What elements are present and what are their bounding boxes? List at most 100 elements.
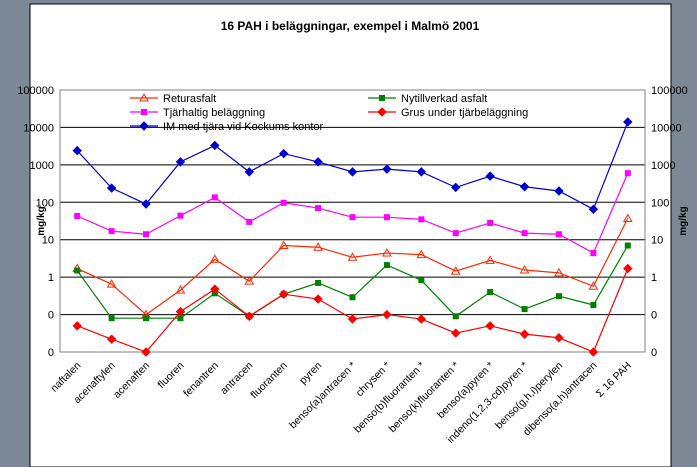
point [450,266,461,275]
point [487,219,494,226]
y2-tick-label: 10 [651,235,663,247]
point [278,289,289,299]
y-tick-label: 0 [48,347,54,359]
y2-tick-label: 100 [651,197,669,209]
point [175,157,186,167]
legend-label: Tjärhaltig beläggning [163,107,265,119]
point [382,248,392,257]
point [210,284,220,294]
point [175,306,186,317]
point [622,213,633,222]
chart-title: 16 PAH i beläggningar, exempel i Malmö 2… [221,19,480,33]
y2-tick-label: 100000 [651,85,688,97]
legend-label: Returasfalt [163,93,216,105]
point [487,289,494,296]
point [74,213,81,220]
point [623,117,633,127]
point [244,276,255,285]
point [383,262,390,269]
point [74,267,81,274]
series-line [76,218,629,316]
point [177,315,184,322]
point [106,183,117,193]
point [416,314,427,324]
point [141,347,151,357]
point [347,252,358,261]
point [451,182,461,193]
point [521,230,528,237]
point [624,170,631,177]
point [347,167,358,177]
point [485,255,496,264]
point [590,250,597,257]
y-tick-label: 10000 [23,122,54,134]
point [141,109,147,115]
point [349,294,356,301]
point [418,277,425,284]
y2-tick-label: 10000 [651,122,682,134]
point [106,279,117,288]
y-tick-label: 100 [36,197,54,209]
plot-area [59,89,646,353]
point [588,281,599,290]
point [418,216,425,223]
point [485,171,495,181]
point [382,309,392,320]
point [315,205,322,212]
y2-tick-label: 1 [651,272,657,284]
point [210,140,220,151]
point [519,182,530,192]
point [624,242,631,249]
point [554,333,564,343]
point [554,186,564,196]
point [175,285,186,294]
point [588,347,599,357]
point [278,148,289,159]
point [519,265,530,274]
legend-label: IM med tjära vid Kockums kontor [163,121,324,133]
point [519,329,530,339]
point [590,302,597,309]
point [209,254,220,263]
point [278,240,289,250]
point [108,228,115,235]
point [72,321,82,331]
chart-panel [29,3,672,467]
point [280,199,287,206]
point [521,306,528,313]
point [383,214,390,221]
point [141,199,151,209]
point [377,107,387,117]
point [313,157,323,167]
point [177,212,184,219]
y2-tick-label: 0 [651,347,657,359]
point [555,293,562,300]
point [108,315,115,322]
y-tick-label: 1 [48,272,54,284]
legend-label: Nytillverkad asfalt [401,93,487,105]
y2-tick-label: 1000 [651,160,675,172]
point [451,328,461,338]
point [72,145,82,156]
point [347,314,358,324]
point [379,95,385,101]
y-tick-label: 0 [48,310,54,322]
point [588,204,599,214]
point [349,214,356,221]
point [313,242,323,251]
point [211,194,218,201]
y-tick-label: 10 [42,235,54,247]
point [554,267,564,277]
point [139,92,149,102]
point [244,311,254,321]
point [143,231,150,238]
point [555,231,562,238]
y-axis-label: mg/kg [36,206,47,235]
y2-axis-label: mg/kg [678,206,689,235]
point [106,334,117,344]
point [246,218,253,225]
point [416,249,427,259]
point [139,121,149,131]
point [315,279,322,286]
y2-tick-label: 0 [651,310,657,322]
